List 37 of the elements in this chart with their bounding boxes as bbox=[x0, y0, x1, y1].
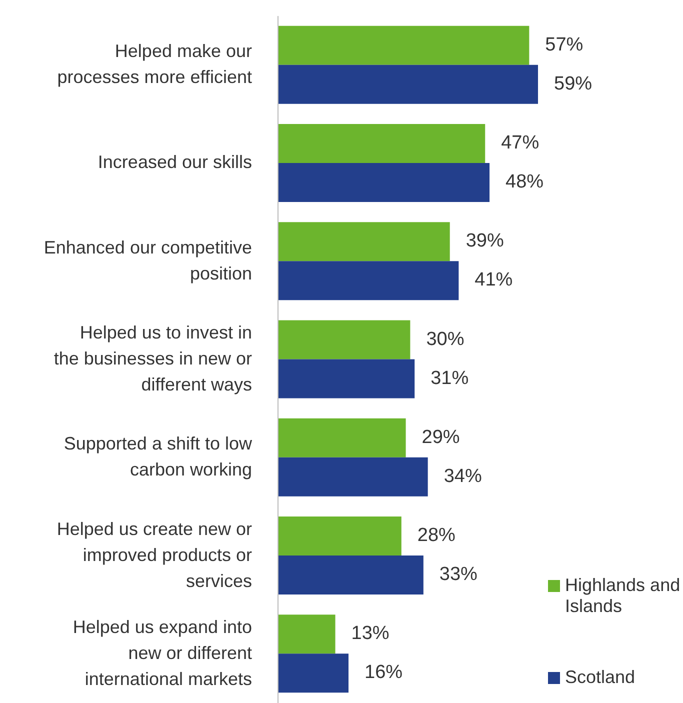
data-label: 30% bbox=[426, 328, 464, 350]
y-tick-label: Supported a shift to low carbon working bbox=[64, 433, 253, 480]
legend-label: Scotland bbox=[565, 667, 636, 688]
bar bbox=[278, 457, 428, 496]
y-tick-label: Helped make our processes more efficient bbox=[57, 40, 252, 87]
bar bbox=[278, 222, 450, 262]
legend-label: Highlands and Islands bbox=[565, 575, 682, 617]
bar bbox=[278, 26, 530, 65]
data-label: 31% bbox=[430, 368, 469, 389]
data-label: 59% bbox=[554, 73, 592, 94]
y-tick-label: Helped us to invest in the businesses in new or different ways bbox=[54, 322, 252, 394]
data-label: 47% bbox=[501, 132, 540, 154]
bar bbox=[278, 556, 424, 595]
data-label: 16% bbox=[364, 662, 403, 684]
data-label: 41% bbox=[474, 270, 513, 291]
bar bbox=[278, 654, 349, 693]
data-label: 33% bbox=[439, 564, 478, 586]
bar bbox=[278, 320, 410, 360]
bar bbox=[278, 516, 402, 556]
y-tick-label: Helped us expand into new or different international markets bbox=[72, 616, 252, 689]
bar bbox=[278, 261, 459, 300]
bar bbox=[278, 359, 415, 398]
data-label: 34% bbox=[444, 466, 482, 487]
bar bbox=[278, 418, 406, 458]
data-label: 29% bbox=[422, 426, 460, 448]
data-label: 13% bbox=[351, 623, 390, 644]
bar bbox=[278, 162, 490, 202]
data-label: 39% bbox=[466, 230, 504, 252]
data-label: 57% bbox=[545, 34, 584, 56]
bar bbox=[278, 64, 538, 104]
y-tick-label: Enhanced our competitive position bbox=[44, 237, 252, 284]
bar bbox=[278, 614, 336, 654]
data-label: 28% bbox=[417, 525, 456, 546]
y-tick-label: Helped us create new or improved products or services bbox=[56, 518, 252, 591]
bar bbox=[278, 124, 486, 163]
y-tick-label: Increased our skills bbox=[98, 152, 252, 172]
data-label: 48% bbox=[506, 171, 544, 192]
